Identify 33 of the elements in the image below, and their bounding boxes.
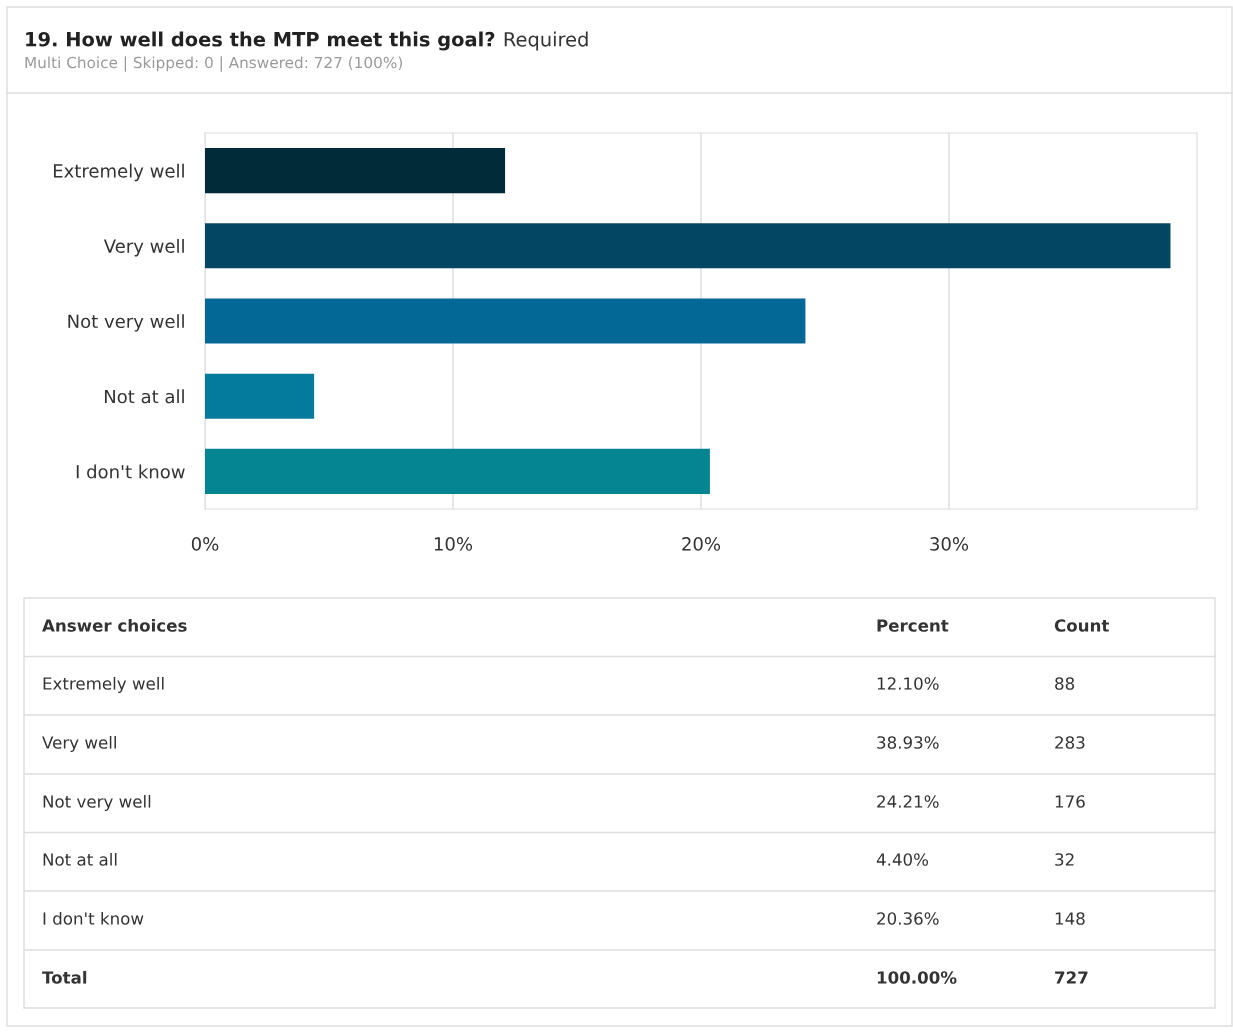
category-label: Not very well xyxy=(43,794,151,812)
category-label: Extremely well xyxy=(43,676,164,694)
text: 32 xyxy=(1055,853,1074,866)
y-tick-label: Extremely well xyxy=(53,163,184,182)
text: 88 xyxy=(1055,677,1075,690)
text: 24.21% xyxy=(877,795,939,808)
category-label: I don't know xyxy=(43,911,144,925)
text: 727 xyxy=(1055,971,1088,984)
y-tick-label: Very well xyxy=(103,238,184,257)
x-tick-label: 30% xyxy=(930,537,969,551)
x-tick-label: 20% xyxy=(682,537,721,551)
text: 20.36% xyxy=(877,912,939,925)
text: 100.00% xyxy=(877,971,957,984)
text: 283 xyxy=(1055,736,1085,749)
chart-subtitle: Multi Choice | Skipped: 0 | Answered: 727 (100%) xyxy=(25,56,402,72)
chart-title: 19. How well does the MTP meet this goal? xyxy=(26,31,495,51)
text: Total xyxy=(42,970,87,984)
x-tick-label: 0% xyxy=(191,537,219,551)
category-label: Very well xyxy=(42,735,116,753)
y-tick-label: Not very well xyxy=(68,314,184,332)
text: Percent xyxy=(877,619,949,632)
text: 148 xyxy=(1055,912,1085,925)
text: 4.40% xyxy=(876,853,929,866)
text: Count xyxy=(1054,619,1109,632)
text: 176 xyxy=(1055,795,1085,808)
text: Answer choices xyxy=(42,618,187,632)
x-tick-label: 10% xyxy=(434,537,473,551)
text: 38.93% xyxy=(877,736,939,749)
y-tick-label: I don't know xyxy=(76,464,185,479)
text: 12.10% xyxy=(877,677,939,690)
y-tick-label: Not at all xyxy=(104,389,184,404)
text: Required xyxy=(504,31,588,51)
category-label: Not at all xyxy=(43,852,117,866)
